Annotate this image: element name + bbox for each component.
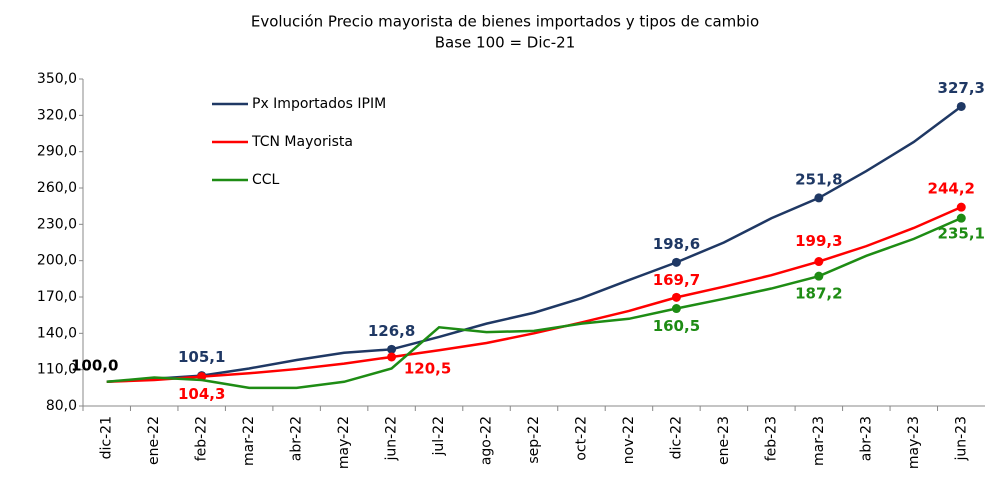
data-point (956, 101, 966, 111)
y-tick-label: 320,0 (37, 107, 77, 123)
data-point (671, 292, 681, 302)
data-label: 327,3 (938, 79, 985, 97)
data-point (387, 344, 397, 354)
data-point (956, 202, 966, 212)
chart-subtitle: Base 100 = Dic-21 (435, 34, 576, 52)
data-label: 251,8 (795, 170, 842, 188)
x-tick-label: may-23 (906, 416, 922, 469)
legend-label: Px Importados IPIM (252, 96, 386, 112)
y-tick-label: 80,0 (46, 398, 77, 414)
y-tick-label: 260,0 (37, 180, 77, 196)
data-point (671, 304, 681, 314)
data-label: 160,5 (653, 317, 700, 335)
x-tick-label: abr-23 (858, 416, 874, 461)
x-tick-label: nov-22 (621, 416, 637, 464)
data-label: 235,1 (938, 225, 985, 243)
x-tick-label: jun-23 (953, 416, 969, 462)
data-label: 244,2 (928, 180, 975, 198)
y-tick-label: 290,0 (37, 144, 77, 160)
data-point (814, 193, 824, 203)
data-label: 187,2 (795, 285, 842, 303)
x-tick-label: jun-22 (384, 416, 400, 462)
legend-label: CCL (252, 172, 280, 188)
data-label: 105,1 (178, 348, 225, 366)
y-tick-label: 140,0 (37, 325, 77, 341)
x-tick-label: dic-22 (668, 416, 684, 459)
data-point (814, 257, 824, 267)
data-label: 198,6 (653, 235, 700, 253)
x-tick-label: ene-22 (146, 416, 162, 465)
x-tick-label: ene-23 (716, 416, 732, 465)
y-tick-label: 230,0 (37, 216, 77, 232)
x-tick-label: ago-22 (479, 416, 495, 465)
x-tick-label: may-22 (336, 416, 352, 469)
x-tick-label: sep-22 (526, 416, 542, 464)
x-tick-label: oct-22 (573, 416, 589, 461)
chart-title: Evolución Precio mayorista de bienes imp… (251, 13, 759, 31)
x-tick-label: mar-23 (811, 416, 827, 466)
data-label: 126,8 (368, 322, 415, 340)
y-tick-label: 200,0 (37, 253, 77, 269)
x-tick-label: jul-22 (431, 416, 447, 457)
data-point (956, 213, 966, 223)
legend-label: TCN Mayorista (251, 134, 353, 150)
x-tick-label: mar-22 (241, 416, 257, 466)
y-tick-label: 170,0 (37, 289, 77, 305)
x-tick-label: abr-22 (289, 416, 305, 461)
x-tick-label: feb-23 (763, 416, 779, 461)
data-label: 100,0 (71, 356, 118, 374)
x-tick-label: feb-22 (194, 416, 210, 461)
data-label: 120,5 (404, 359, 451, 377)
data-point (814, 271, 824, 281)
data-label: 104,3 (178, 385, 225, 403)
y-tick-label: 110,0 (37, 362, 77, 378)
x-tick-label: dic-21 (99, 416, 115, 459)
data-label: 169,7 (653, 271, 700, 289)
y-tick-label: 350,0 (37, 71, 77, 87)
data-label: 199,3 (795, 232, 842, 250)
data-point (671, 257, 681, 267)
data-point (387, 352, 397, 362)
